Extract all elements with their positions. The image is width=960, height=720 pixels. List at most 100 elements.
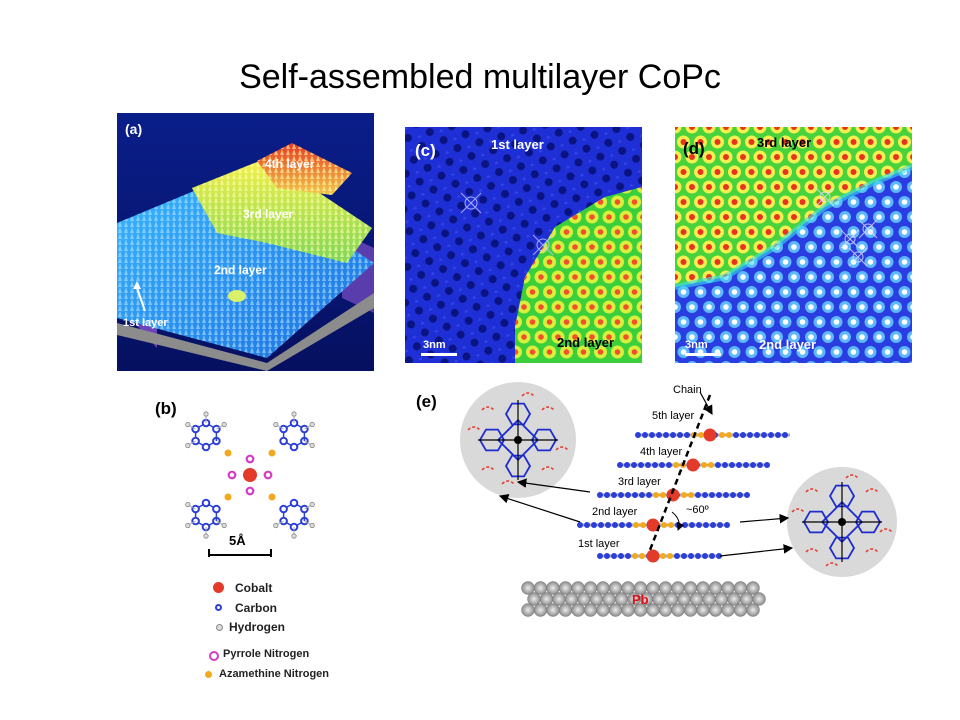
carbon-atom: [670, 432, 676, 438]
stm-molecule-core: [572, 244, 578, 250]
stm-molecule-core: [867, 199, 874, 205]
azamethine-nitrogen-atom: [688, 492, 694, 498]
stm-molecule-core: [623, 334, 629, 340]
stm-molecule-core: [808, 334, 814, 340]
carbon-atom: [618, 492, 624, 498]
carbon-atom: [279, 504, 288, 514]
carbon-atom: [710, 522, 716, 528]
stm-molecule-core: [546, 289, 553, 295]
stm-molecule-core: [876, 304, 882, 310]
stm-molecule-core: [714, 319, 721, 325]
stm-molecule-core: [901, 199, 908, 205]
carbon-atom: [279, 436, 288, 446]
stm-molecule-core: [631, 229, 638, 235]
panel-c-scale: 3nm: [423, 339, 446, 351]
stm-molecule-core: [833, 319, 840, 325]
underlying-molecule-outline: [825, 562, 839, 567]
stm-molecule-core: [572, 334, 578, 340]
stm-molecule-core: [640, 214, 642, 220]
stm-molecule-spot: [636, 330, 642, 344]
carbon-atom: [642, 432, 648, 438]
stm-molecule-core: [876, 214, 882, 220]
stm-molecule-core: [842, 184, 848, 190]
stm-molecule-core: [816, 349, 823, 355]
carbon-atom: [677, 432, 683, 438]
azamethine-nitrogen-atom: [708, 462, 714, 468]
carbon-atom: [761, 432, 767, 438]
benzo-ring-icon: [504, 402, 532, 426]
carbon-atom: [618, 553, 624, 559]
carbon-atom: [702, 492, 708, 498]
stm-molecule-core: [757, 244, 763, 250]
panel-d-label: (d): [683, 139, 705, 158]
stm-molecule-core: [740, 214, 746, 220]
stm-molecule-core: [546, 259, 553, 265]
stm-molecule-core: [680, 139, 687, 145]
cobalt-atom: [703, 428, 717, 442]
stm-molecule-core: [563, 319, 570, 325]
stm-molecule-core: [563, 349, 570, 355]
stm-molecule-core: [580, 289, 587, 295]
stm-molecule-core: [614, 259, 621, 265]
stm-molecule-spot: [753, 127, 767, 134]
carbon-atom: [617, 462, 623, 468]
carbon-atom: [689, 522, 695, 528]
stm-molecule-core: [597, 289, 604, 295]
carbon-atom: [289, 442, 299, 452]
carbon-atom: [736, 462, 742, 468]
azamethine-nitrogen-atom: [701, 462, 707, 468]
stm-molecule-core: [631, 289, 638, 295]
carbon-atom: [652, 462, 658, 468]
hydrogen-atom: [309, 522, 315, 529]
pb-atom: [521, 603, 535, 617]
pb-atom: [708, 603, 723, 617]
carbon-atom: [624, 462, 630, 468]
stm-molecule-core: [765, 259, 772, 265]
carbon-atom: [723, 492, 729, 498]
carbon-atom: [659, 462, 665, 468]
cobalt-center-icon: [838, 518, 846, 526]
stm-molecule-core: [589, 214, 595, 220]
underlying-molecule-outline: [541, 466, 555, 471]
stm-molecule-core: [791, 214, 797, 220]
stm-molecule-core: [640, 187, 642, 190]
carbon-atom: [716, 553, 722, 559]
stm-molecule-core: [723, 184, 729, 190]
carbon-atom: [717, 522, 723, 528]
panel-b-scale-bar: [208, 549, 272, 557]
stm-molecule-core: [765, 319, 772, 325]
stm-molecule-core: [555, 274, 561, 280]
stm-molecule-core: [521, 304, 527, 310]
underlying-molecule-outline: [791, 508, 805, 513]
stm-molecule-core: [816, 319, 823, 325]
stm-molecule-core: [723, 244, 729, 250]
stm-molecule-core: [706, 304, 712, 310]
stm-molecule-core: [910, 244, 912, 250]
stm-molecule-core: [546, 319, 553, 325]
stm-molecule-core: [589, 334, 595, 340]
stm-molecule-core: [697, 139, 704, 145]
panel-a-layer-1: 1st layer: [123, 317, 168, 329]
stm-molecule-core: [623, 244, 629, 250]
stm-molecule-core: [580, 259, 587, 265]
stm-molecule-core: [731, 229, 738, 235]
stm-molecule-core: [808, 154, 814, 160]
hydrogen-atom: [221, 522, 227, 529]
stm-molecule-spot: [736, 127, 750, 134]
carbon-atom: [695, 492, 701, 498]
underlying-molecule-outline: [879, 528, 893, 533]
stm-molecule-core: [697, 199, 704, 205]
stm-molecule-core: [910, 274, 912, 280]
stm-molecule-core: [731, 139, 738, 145]
stm-molecule-core: [597, 199, 604, 205]
stm-molecule-core: [675, 274, 678, 280]
cobalt-phthalocyanine-molecule-icon: [185, 411, 315, 539]
stm-molecule-core: [631, 259, 638, 265]
stm-molecule-core: [799, 139, 806, 145]
azamethine-nitrogen-atom: [726, 432, 732, 438]
azamethine-nitrogen-atom: [640, 522, 646, 528]
azamethine-nitrogen-atom: [660, 553, 666, 559]
carbon-atom: [632, 492, 638, 498]
stm-molecule-core: [910, 127, 912, 130]
stm-molecule-core: [876, 274, 882, 280]
